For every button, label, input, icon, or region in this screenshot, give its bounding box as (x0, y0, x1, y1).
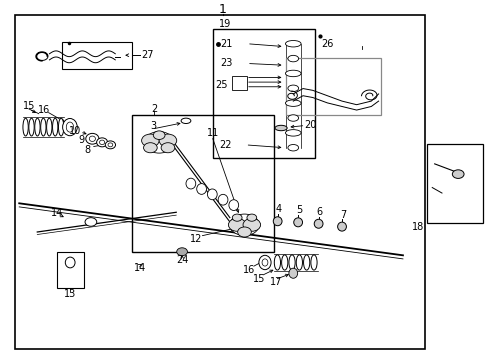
Text: 24: 24 (176, 255, 188, 265)
Text: 11: 11 (206, 129, 219, 138)
Circle shape (229, 214, 259, 235)
Text: 16: 16 (243, 265, 255, 275)
Ellipse shape (65, 257, 75, 268)
Ellipse shape (108, 143, 113, 147)
Ellipse shape (274, 125, 286, 131)
Ellipse shape (59, 118, 63, 136)
Text: 23: 23 (219, 58, 232, 68)
Circle shape (237, 227, 251, 237)
Text: 8: 8 (84, 144, 90, 154)
Text: 27: 27 (142, 50, 154, 60)
Bar (57, 252, 83, 288)
Text: 14: 14 (51, 208, 63, 218)
Ellipse shape (41, 118, 46, 136)
Ellipse shape (218, 194, 227, 205)
Ellipse shape (287, 55, 298, 62)
Ellipse shape (105, 141, 115, 149)
Bar (285, 58, 380, 116)
Text: 19: 19 (219, 19, 231, 29)
Circle shape (153, 131, 164, 139)
Ellipse shape (287, 144, 298, 151)
Text: 12: 12 (189, 234, 202, 244)
Text: 13: 13 (64, 289, 76, 299)
Ellipse shape (287, 85, 298, 91)
Ellipse shape (285, 41, 301, 47)
Circle shape (85, 218, 97, 226)
Ellipse shape (66, 122, 73, 132)
Text: 18: 18 (410, 222, 423, 232)
Text: 14: 14 (133, 263, 145, 273)
Ellipse shape (337, 222, 346, 231)
Ellipse shape (303, 255, 309, 270)
Ellipse shape (288, 255, 295, 270)
Circle shape (228, 219, 245, 231)
Circle shape (246, 214, 256, 221)
Circle shape (176, 248, 187, 256)
Text: 7: 7 (339, 210, 346, 220)
Circle shape (144, 132, 173, 153)
Bar (132, 116, 273, 252)
Ellipse shape (35, 118, 40, 136)
Text: 15: 15 (23, 102, 35, 112)
Text: 9: 9 (78, 135, 84, 145)
Circle shape (232, 214, 242, 221)
Text: 3: 3 (150, 121, 156, 131)
Ellipse shape (258, 255, 270, 270)
Ellipse shape (228, 200, 238, 211)
Circle shape (159, 134, 176, 147)
Ellipse shape (281, 255, 287, 270)
Ellipse shape (274, 255, 280, 270)
Circle shape (161, 143, 174, 153)
Ellipse shape (23, 118, 28, 136)
Bar (427, 144, 483, 223)
Ellipse shape (207, 189, 217, 200)
Circle shape (451, 170, 463, 179)
Bar (212, 30, 315, 158)
Text: 6: 6 (316, 207, 322, 217)
Ellipse shape (285, 100, 301, 107)
Bar (15, 15, 424, 348)
Text: 17: 17 (269, 277, 282, 287)
Ellipse shape (287, 115, 298, 121)
Ellipse shape (46, 118, 52, 136)
Ellipse shape (296, 255, 302, 270)
Text: 22: 22 (219, 140, 232, 150)
Ellipse shape (314, 219, 323, 228)
Circle shape (142, 134, 159, 147)
Text: 25: 25 (215, 80, 227, 90)
Bar (232, 76, 246, 90)
Ellipse shape (196, 184, 206, 194)
Circle shape (243, 219, 260, 231)
Ellipse shape (29, 118, 34, 136)
Ellipse shape (89, 136, 95, 141)
Ellipse shape (293, 218, 302, 227)
Text: 10: 10 (68, 126, 81, 135)
Bar (61, 42, 132, 69)
Ellipse shape (285, 130, 301, 136)
Ellipse shape (310, 255, 316, 270)
Text: 4: 4 (275, 204, 281, 215)
Text: 21: 21 (219, 39, 232, 49)
Circle shape (143, 143, 157, 153)
Ellipse shape (185, 178, 195, 189)
Text: 2: 2 (151, 104, 157, 114)
Ellipse shape (62, 118, 77, 136)
Text: 1: 1 (218, 3, 226, 16)
Ellipse shape (181, 118, 190, 123)
Ellipse shape (288, 268, 297, 278)
Ellipse shape (273, 217, 282, 226)
Ellipse shape (52, 118, 58, 136)
Text: 16: 16 (38, 105, 50, 115)
Ellipse shape (97, 138, 107, 147)
Text: 26: 26 (321, 39, 333, 49)
Text: 15: 15 (252, 274, 265, 284)
Text: 20: 20 (304, 121, 316, 130)
Text: 5: 5 (295, 206, 302, 216)
Ellipse shape (262, 259, 267, 266)
Ellipse shape (100, 140, 104, 145)
Ellipse shape (285, 70, 301, 77)
Ellipse shape (85, 134, 99, 144)
